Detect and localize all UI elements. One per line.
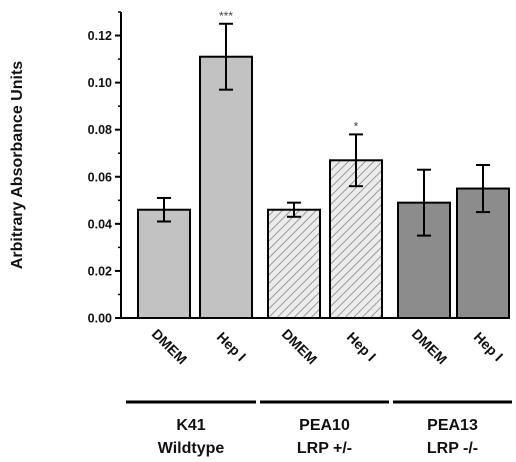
x-category-label: Hep I xyxy=(214,329,250,365)
x-category-label: DMEM xyxy=(149,326,191,368)
bar xyxy=(199,55,253,319)
group-label-line1: PEA10 xyxy=(299,417,350,434)
y-tick-label: 0.08 xyxy=(88,123,112,137)
x-category-label: DMEM xyxy=(279,326,321,368)
y-tick-label: 0.12 xyxy=(88,29,112,43)
group-label-line2: LRP +/- xyxy=(297,440,352,457)
y-tick-label: 0.10 xyxy=(88,76,112,90)
x-category-label: DMEM xyxy=(409,326,451,368)
bar xyxy=(267,208,321,320)
y-axis-title: Arbitrary Absorbance Units xyxy=(9,61,26,269)
group-label-line2: Wildtype xyxy=(158,440,225,457)
significance-marker: *** xyxy=(219,9,233,23)
y-tick-label: 0.00 xyxy=(88,312,112,326)
y-tick-label: 0.06 xyxy=(88,170,112,184)
x-category-label: Hep I xyxy=(471,329,507,365)
bar xyxy=(137,208,191,320)
group-label-line2: LRP -/- xyxy=(427,440,478,457)
significance-marker: * xyxy=(354,119,359,133)
y-tick-label: 0.02 xyxy=(88,264,112,278)
x-category-label: Hep I xyxy=(344,329,380,365)
group-label-line1: K41 xyxy=(176,417,205,434)
group-label-line1: PEA13 xyxy=(427,417,478,434)
y-tick-label: 0.04 xyxy=(88,217,112,231)
